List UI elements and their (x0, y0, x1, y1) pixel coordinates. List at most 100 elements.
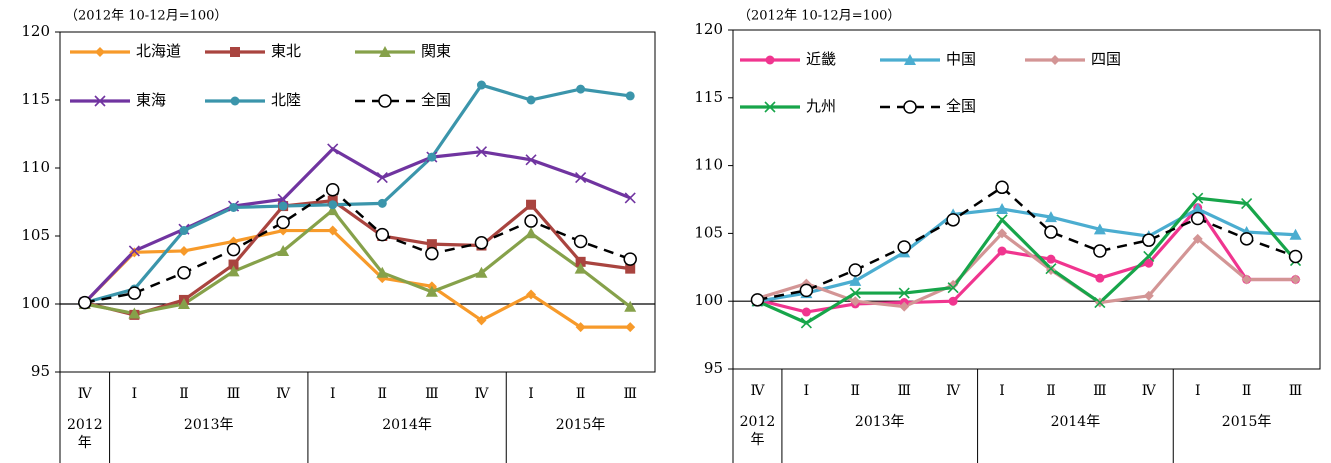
point (525, 227, 538, 239)
y-tick-label: 100 (694, 291, 723, 309)
point (946, 213, 960, 227)
point (427, 152, 437, 162)
point (903, 100, 917, 114)
point (897, 240, 911, 254)
legend-label: 北海道 (136, 42, 181, 60)
point (475, 146, 488, 158)
point (277, 244, 290, 256)
point (475, 266, 488, 278)
point (799, 283, 814, 298)
point (1044, 211, 1057, 223)
point (278, 201, 288, 211)
x-tick-label: Ⅲ (897, 383, 911, 399)
legend-label: 全国 (946, 97, 976, 115)
x-tick-label: Ⅰ (330, 386, 336, 402)
point (128, 307, 141, 319)
point (1142, 233, 1156, 247)
point (375, 227, 390, 242)
group-label-text: 2014年 (1050, 414, 1101, 430)
point (426, 239, 437, 250)
series-line (84, 207, 632, 316)
point (1239, 232, 1254, 246)
x-tick-label: Ⅲ (425, 386, 439, 402)
group-label-text: 2015年 (555, 417, 606, 433)
point (376, 266, 389, 278)
x-tick-label: Ⅳ (474, 386, 489, 402)
point (947, 282, 959, 294)
series-line (83, 228, 631, 329)
point (576, 84, 586, 94)
point (129, 247, 140, 258)
point (230, 47, 240, 57)
group-label: 2013年 (854, 414, 905, 430)
legend-label: 近畿 (806, 50, 836, 68)
x-tick-label: Ⅱ (1046, 383, 1056, 399)
legend-label: 全国 (421, 91, 451, 109)
y-tick-label: 100 (21, 294, 50, 312)
legend-label: 四国 (1091, 50, 1121, 68)
group-label-text: 2013年 (183, 417, 234, 433)
point (1143, 250, 1155, 263)
x-tick-label: Ⅱ (1242, 383, 1252, 399)
point (1044, 225, 1058, 239)
y-tick-label: 110 (21, 158, 50, 176)
point (177, 265, 191, 280)
point (1191, 202, 1204, 214)
point (425, 285, 438, 297)
point (801, 307, 811, 317)
legend-label: 九州 (806, 97, 836, 115)
x-tick-label: Ⅲ (227, 386, 241, 402)
point (1045, 263, 1057, 275)
point (178, 245, 189, 256)
chart: （2012年 10-12月=100） 95 100 105 110 115 120 Ⅳ Ⅰ Ⅱ Ⅲ Ⅳ… (694, 9, 1321, 463)
x-tick-label: Ⅱ (378, 386, 388, 402)
point (1093, 223, 1106, 235)
point (474, 236, 489, 250)
point (574, 262, 587, 274)
group-label-text: 2013年 (854, 414, 905, 430)
point (849, 287, 861, 299)
point (1241, 274, 1252, 285)
point (277, 193, 289, 205)
group-label: 2014年 (1050, 414, 1101, 430)
point (1192, 233, 1203, 244)
group-label-text: 2012年 (739, 414, 776, 448)
x-tick-label: Ⅰ (804, 383, 810, 399)
point (526, 199, 537, 210)
point (575, 256, 586, 267)
series-line (84, 83, 631, 305)
point (327, 225, 338, 236)
point (848, 263, 863, 277)
point (996, 214, 1008, 226)
series-line (757, 185, 1296, 302)
legend-label: 関東 (421, 42, 451, 60)
y-tick-label: 120 (21, 22, 50, 40)
legend-label: 東北 (271, 42, 301, 60)
point (179, 226, 189, 236)
group-label-text: 2015年 (1221, 414, 1272, 430)
series-line (757, 207, 1296, 303)
legend-label: 北陸 (271, 91, 301, 109)
point (625, 91, 635, 101)
point (904, 54, 916, 65)
series-line (84, 198, 631, 317)
point (229, 202, 239, 212)
point (325, 183, 340, 197)
group-label: 2015年 (1221, 414, 1272, 430)
legend-label: 東海 (136, 91, 166, 109)
x-tick-label: Ⅳ (1142, 383, 1157, 399)
x-tick-label: Ⅱ (576, 386, 586, 402)
series-line (757, 205, 1296, 314)
point (850, 296, 861, 307)
point (623, 252, 637, 266)
point (1095, 273, 1105, 283)
point (996, 202, 1009, 214)
point (1288, 249, 1303, 264)
point (78, 295, 92, 310)
point (377, 198, 387, 208)
group-label: 2015年 (555, 417, 606, 433)
y-tick-label: 95 (704, 359, 723, 377)
point (948, 296, 958, 306)
series-line (83, 146, 631, 304)
